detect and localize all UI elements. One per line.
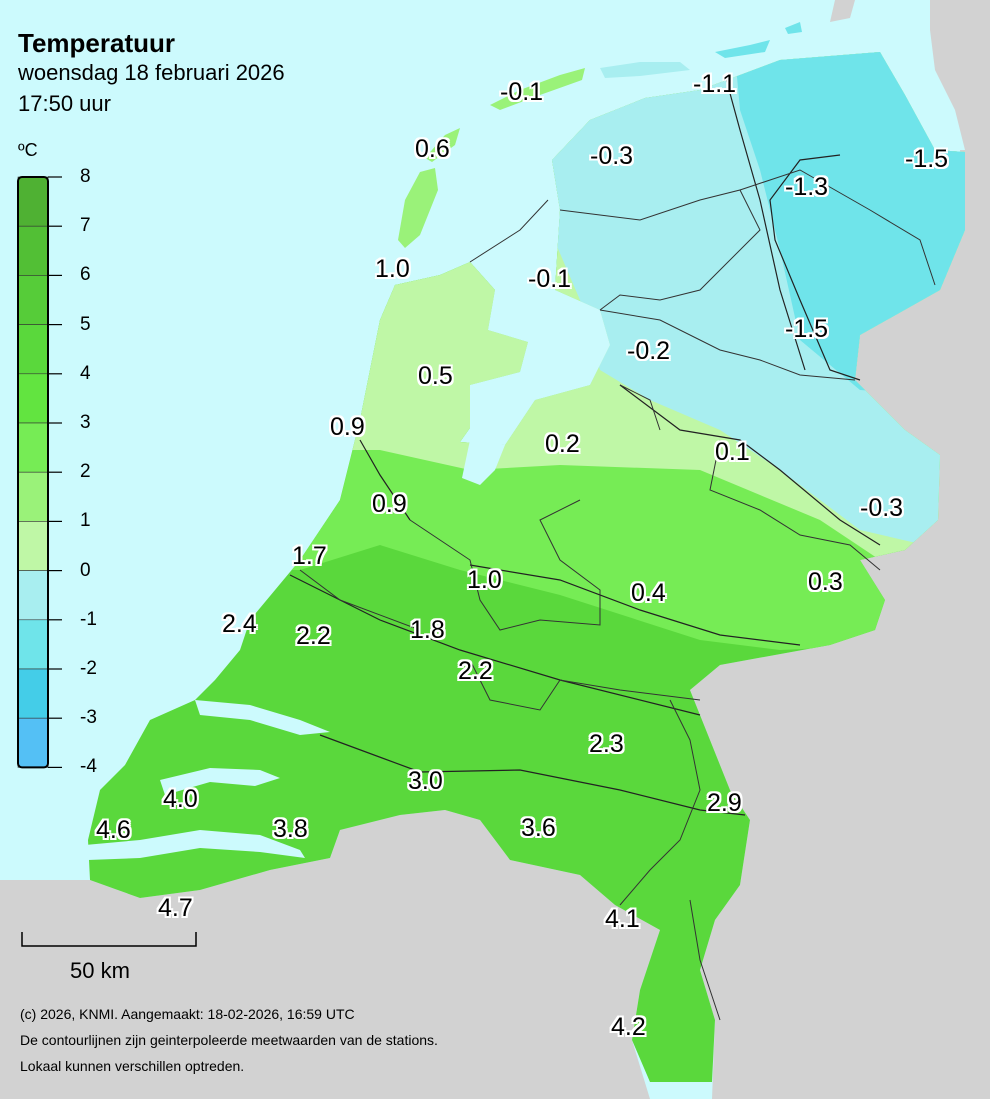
legend-tick-label: 3	[80, 412, 91, 433]
station-temperature-label: 0.9	[372, 490, 407, 518]
legend-swatch	[17, 521, 49, 571]
color-legend-bar	[17, 176, 62, 769]
station-temperature-label: -1.1	[693, 70, 737, 98]
map-title: Temperatuur	[18, 28, 175, 58]
legend-swatch	[17, 717, 49, 768]
legend-tick-label: 1	[80, 510, 91, 532]
station-temperature-label: 0.1	[715, 438, 750, 466]
legend-tick-label: 8	[80, 166, 91, 187]
schiermonnikoog	[715, 40, 770, 58]
station-temperature-label: -0.2	[627, 337, 671, 365]
belgium-land	[0, 810, 660, 1099]
station-temperature-label: -0.1	[500, 78, 544, 106]
legend-tick-label: -4	[80, 756, 97, 778]
north-islands-de	[830, 0, 855, 22]
germany-land	[690, 150, 990, 1099]
ameland	[600, 62, 690, 78]
station-temperature-label: 0.6	[415, 135, 450, 163]
rottumeroog	[785, 22, 802, 34]
eastern-scheldt	[160, 768, 280, 795]
station-temperature-label: 4.1	[605, 905, 640, 933]
station-temperature-label: 0.4	[631, 579, 666, 607]
station-temperature-label: -0.3	[860, 494, 904, 522]
legend-swatch	[17, 324, 49, 375]
vlieland	[425, 128, 460, 162]
legend-unit: ºC	[18, 140, 38, 160]
station-temperature-label: -0.1	[528, 265, 572, 293]
footer-copyright: (c) 2026, KNMI. Aangemaakt: 18-02-2026, …	[20, 1006, 355, 1022]
station-temperature-label: 2.4	[222, 610, 257, 638]
legend-swatch	[17, 225, 49, 276]
station-temperature-label: 4.7	[158, 894, 193, 922]
station-temperature-label: 2.9	[707, 789, 742, 817]
station-temperature-label: 0.3	[808, 568, 843, 596]
station-temperature-label: 3.6	[521, 814, 556, 842]
station-temperature-label: -1.5	[905, 145, 949, 173]
germany-coast	[930, 0, 990, 150]
footer-note-1: De contourlijnen zijn geinterpoleerde me…	[20, 1032, 438, 1048]
station-temperature-label: 3.8	[273, 815, 308, 843]
legend-tick-label: -2	[80, 658, 97, 679]
legend-swatch	[17, 373, 49, 424]
ijsselmeer	[470, 200, 610, 445]
scale-bar-label: 50 km	[70, 958, 130, 983]
legend-tick-label: 0	[80, 559, 91, 581]
map-date: woensdag 18 februari 2026	[18, 60, 285, 85]
legend-swatch	[17, 422, 49, 473]
legend-swatch	[17, 471, 49, 522]
texel	[398, 168, 438, 248]
map-time: 17:50 uur	[18, 91, 111, 116]
province-borders	[299, 169, 936, 1021]
station-temperature-label: 2.2	[458, 657, 493, 685]
legend-tick-label: 6	[80, 264, 91, 286]
legend-swatch	[17, 275, 49, 325]
legend-tick-label: 4	[80, 362, 91, 384]
station-temperature-label: 0.2	[545, 430, 580, 458]
station-temperature-label: 1.7	[292, 542, 327, 570]
legend-tick-label: 7	[80, 215, 91, 237]
legend-tick-label: 5	[80, 313, 91, 335]
footer-note-2: Lokaal kunnen verschillen optreden.	[20, 1058, 245, 1074]
station-temperature-label: 0.5	[418, 362, 453, 390]
station-temperature-label: 1.8	[410, 616, 445, 644]
station-temperature-label: 2.3	[589, 730, 624, 758]
station-temperature-label: 4.6	[96, 816, 131, 844]
legend-tick-label: -1	[80, 608, 97, 630]
terschelling	[490, 68, 585, 110]
station-temperature-label: 1.0	[375, 255, 410, 283]
legend-swatch	[17, 619, 49, 670]
markermeer	[462, 440, 505, 485]
haringvliet	[195, 700, 330, 735]
contour-lines	[289, 74, 881, 816]
station-temperature-label: 0.9	[330, 413, 365, 441]
station-temperature-label: -1.5	[785, 315, 829, 343]
western-scheldt	[85, 830, 305, 860]
station-temperature-label: 1.0	[467, 566, 502, 594]
station-temperature-label: 2.2	[296, 622, 331, 650]
legend-swatch	[17, 668, 49, 719]
station-temperature-label: -1.3	[785, 173, 829, 201]
station-temperature-label: 4.0	[163, 785, 198, 813]
legend-tick-label: -3	[80, 707, 97, 729]
legend-tick-label: 2	[80, 461, 91, 483]
station-temperature-label: -0.3	[590, 142, 634, 170]
legend-swatch	[17, 176, 49, 227]
station-temperature-label: 4.2	[611, 1013, 646, 1041]
station-temperature-label: 3.0	[408, 767, 443, 795]
legend-swatch	[17, 570, 49, 621]
scale-bar	[21, 932, 197, 947]
